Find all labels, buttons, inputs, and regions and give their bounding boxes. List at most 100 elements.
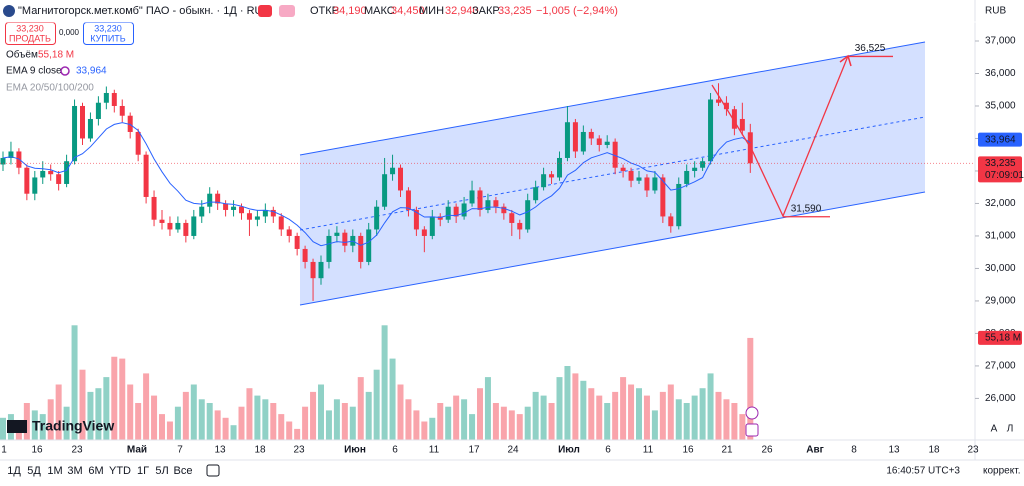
price-tick-label: 37,000 <box>985 36 1016 47</box>
volume-bar <box>246 388 253 440</box>
candle-body <box>533 187 539 201</box>
volume-bar <box>159 414 165 440</box>
buy-price: 33,230 <box>94 23 122 33</box>
volume-bar <box>683 403 690 440</box>
candle-body <box>469 190 475 204</box>
candle-body <box>262 209 268 217</box>
candle-body <box>207 193 213 207</box>
ema-legend[interactable]: EMA 9 close <box>6 66 62 77</box>
candle-body <box>421 229 427 236</box>
axes: 37,00036,00035,00034,00033,00032,00031,0… <box>1 36 1024 477</box>
parallel-channel[interactable] <box>300 42 925 305</box>
candle-body <box>199 206 205 217</box>
volume-bar <box>238 406 245 440</box>
candle-body <box>40 170 46 178</box>
logo-text[interactable]: TradingView <box>32 418 114 434</box>
currency[interactable]: RUB <box>985 6 1006 17</box>
volume-bar <box>198 399 205 440</box>
volume-bar <box>127 384 134 440</box>
candle-body <box>302 248 308 262</box>
timeframe-button[interactable]: 6М <box>88 465 103 477</box>
dividend-icon[interactable] <box>745 406 759 420</box>
volume-bar <box>254 395 261 440</box>
volume-bar <box>79 369 86 440</box>
candle-body <box>596 138 602 145</box>
channel-mid <box>299 116 926 231</box>
volume-bar <box>532 391 539 440</box>
time-label: 24 <box>507 445 519 456</box>
timeframe-button[interactable]: YTD <box>109 465 131 477</box>
candle-body <box>723 102 729 110</box>
volume-bar <box>604 403 611 440</box>
volume-bar <box>731 403 738 440</box>
time-label: 6 <box>605 445 611 456</box>
plot: 36,525 31,590 <box>0 43 975 440</box>
timeframe-button[interactable]: 1М <box>47 465 62 477</box>
candle-body <box>739 118 745 131</box>
open-label: ОТКР <box>310 5 339 17</box>
candle-body <box>119 105 125 116</box>
volume-bar <box>294 428 301 440</box>
candle-body <box>48 170 54 175</box>
change-value: −1,005 (−2,94%) <box>536 5 618 17</box>
volume-bar <box>222 417 229 440</box>
price-tick-label: 36,000 <box>985 68 1016 79</box>
candle-body <box>87 118 93 139</box>
time-label: 18 <box>254 445 266 456</box>
candle-body <box>636 177 642 181</box>
volume-bar <box>453 395 460 440</box>
time-label: Май <box>127 445 147 456</box>
volume-bar <box>230 425 237 440</box>
time-label: 11 <box>429 445 440 456</box>
volume-bar <box>620 377 627 440</box>
timeframe-button[interactable]: 1Д <box>7 465 21 477</box>
forecast-path[interactable] <box>711 55 849 218</box>
candle-body <box>390 167 396 175</box>
volume-bar <box>310 391 317 440</box>
time-label: 8 <box>851 445 857 456</box>
volume-bar <box>341 403 348 440</box>
candle-body <box>453 206 459 217</box>
volume-legend[interactable]: Объём <box>6 49 38 61</box>
scale-button[interactable]: Л <box>1007 424 1014 435</box>
candle-body <box>32 177 38 194</box>
timeframe-button[interactable]: 1Г <box>137 465 149 477</box>
scale-button[interactable]: A <box>991 424 998 435</box>
candle-body <box>676 183 682 227</box>
candle-body <box>310 261 316 279</box>
volume-bar <box>564 366 571 440</box>
volume-bar <box>365 391 372 440</box>
earnings-icon[interactable] <box>745 423 759 437</box>
ema-multi-legend[interactable]: EMA 20/50/100/200 <box>6 83 94 94</box>
adjust-button[interactable]: коррект. <box>983 466 1020 477</box>
timeframe-button[interactable]: 5Д <box>27 465 41 477</box>
ema-badge <box>978 132 1022 147</box>
ema-icon[interactable] <box>60 66 70 76</box>
timeframe-button[interactable]: 5Л <box>155 465 168 477</box>
volume-bar <box>524 406 531 440</box>
candle-body <box>413 209 419 230</box>
volume-bar <box>333 399 340 440</box>
timeframe-button[interactable]: 3М <box>67 465 82 477</box>
volume-bar <box>723 399 730 440</box>
channel-bottom <box>299 191 926 306</box>
clock: 16:40:57 UTC+3 <box>886 466 960 477</box>
symbol-title[interactable]: "Магнитогорск.мет.комб" ПАО - обыкн. · 1… <box>18 5 270 17</box>
candle-body <box>445 206 451 220</box>
volume-bar <box>612 391 619 440</box>
volume-bar <box>691 395 698 440</box>
volume-legend-value: 55,18 M <box>38 50 74 61</box>
compare-icon[interactable] <box>279 5 295 17</box>
flag-icon[interactable] <box>258 5 272 17</box>
volume-bar <box>421 421 428 440</box>
candle-body <box>215 193 221 204</box>
volume-bar <box>151 395 158 440</box>
timeframe-button[interactable]: Все <box>174 465 193 477</box>
volume-bar <box>55 384 62 440</box>
volume-bar <box>39 414 46 440</box>
candle-body <box>509 213 515 223</box>
date-range-icon[interactable] <box>206 464 220 477</box>
time-label: 21 <box>721 445 733 456</box>
candle-body <box>159 219 165 223</box>
